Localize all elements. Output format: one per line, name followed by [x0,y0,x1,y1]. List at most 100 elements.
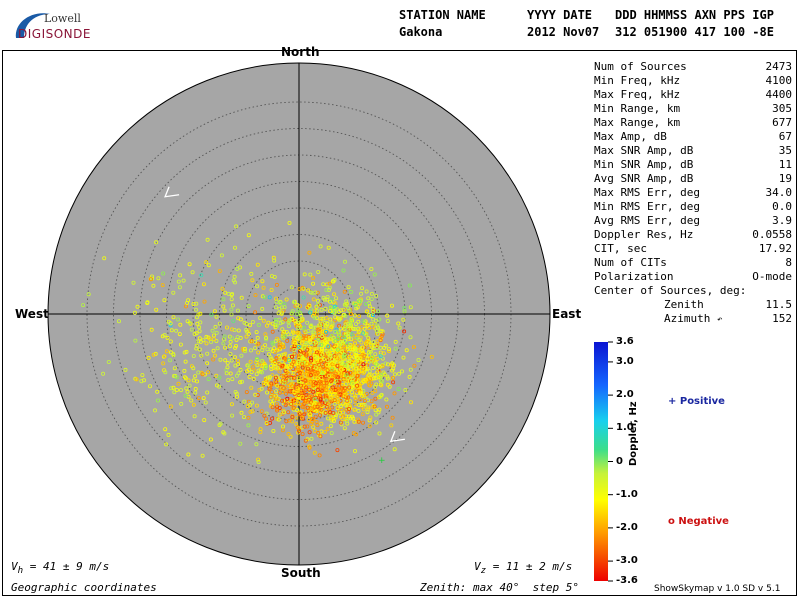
source-point [335,363,340,368]
center-azimuth-label: Azimuth ↶ [664,312,723,325]
source-point [246,304,251,309]
source-point [305,405,310,410]
source-point [296,330,301,335]
source-point [323,332,328,337]
source-point [321,357,326,362]
source-point [369,321,374,326]
source-point [269,287,274,292]
source-point [207,336,212,341]
source-point [309,436,314,441]
source-point [81,303,86,308]
source-point [171,385,176,390]
source-point [328,317,333,322]
source-point [194,315,199,320]
source-point [356,419,361,424]
source-point [332,373,337,378]
source-point [145,300,150,305]
logo-digisonde: DIGISONDE [18,27,91,41]
source-point [232,274,237,279]
source-point [218,357,223,362]
source-point [382,345,387,350]
source-point [292,348,297,353]
source-point [343,378,348,383]
source-point [169,386,174,391]
source-point [319,429,324,434]
source-point [213,324,218,329]
source-point [408,400,413,405]
source-point [242,415,247,420]
source-point [366,374,371,379]
source-point [276,353,281,358]
source-point [367,350,372,355]
source-point [321,282,326,287]
source-point [325,297,330,302]
source-point [301,286,306,291]
source-point [329,387,334,392]
direction-chevron-icon [389,431,405,443]
source-point [297,318,302,323]
source-point [396,386,401,391]
source-point [274,389,279,394]
source-point [364,289,369,294]
source-point [343,362,348,367]
source-point [239,410,244,415]
source-point [378,345,383,350]
source-point [286,410,291,415]
source-point [312,353,317,358]
source-point [274,282,279,287]
source-point [335,448,340,453]
source-point [229,307,234,312]
source-point [379,392,384,397]
source-point [256,459,261,464]
source-point [377,431,382,436]
source-point [290,384,295,389]
stat-row: Polarization O-mode [594,270,792,284]
source-point [360,345,365,350]
dir-west: West [15,307,49,321]
source-point [229,402,234,407]
source-point [361,362,366,367]
source-point [193,390,198,395]
source-point [340,417,345,422]
source-point [390,415,395,420]
source-point [191,402,196,407]
source-point [360,420,365,425]
source-point [260,348,265,353]
source-point [291,359,296,364]
source-point [372,376,377,381]
source-point [270,321,275,326]
source-point [336,336,341,341]
digisonde-logo [10,8,100,48]
source-point [224,325,229,330]
source-point [282,305,287,310]
source-point [416,357,421,362]
source-point [245,404,250,409]
source-point [327,373,332,378]
source-point [227,344,232,349]
source-point [328,299,333,304]
source-point [336,316,341,321]
source-point [178,342,183,347]
source-point [256,322,261,327]
source-point [311,389,316,394]
source-point [264,335,269,340]
source-point [234,224,239,229]
source-point [266,352,271,357]
source-point [375,325,380,330]
source-point [307,303,312,308]
stat-row: Max Amp, dB 67 [594,130,792,144]
source-point [324,380,329,385]
source-point [347,385,352,390]
stat-label: Max Amp, dB [594,130,667,143]
source-point [163,370,168,375]
source-point [332,398,337,403]
zenith-info: Zenith: max 40° step 5° [420,581,579,594]
source-point [362,326,367,331]
source-point [344,418,349,423]
source-point [345,398,350,403]
source-point [211,348,216,353]
stat-row: Max Range, km 677 [594,116,792,130]
source-point [326,287,331,292]
source-point [270,405,275,410]
source-point [264,421,269,426]
